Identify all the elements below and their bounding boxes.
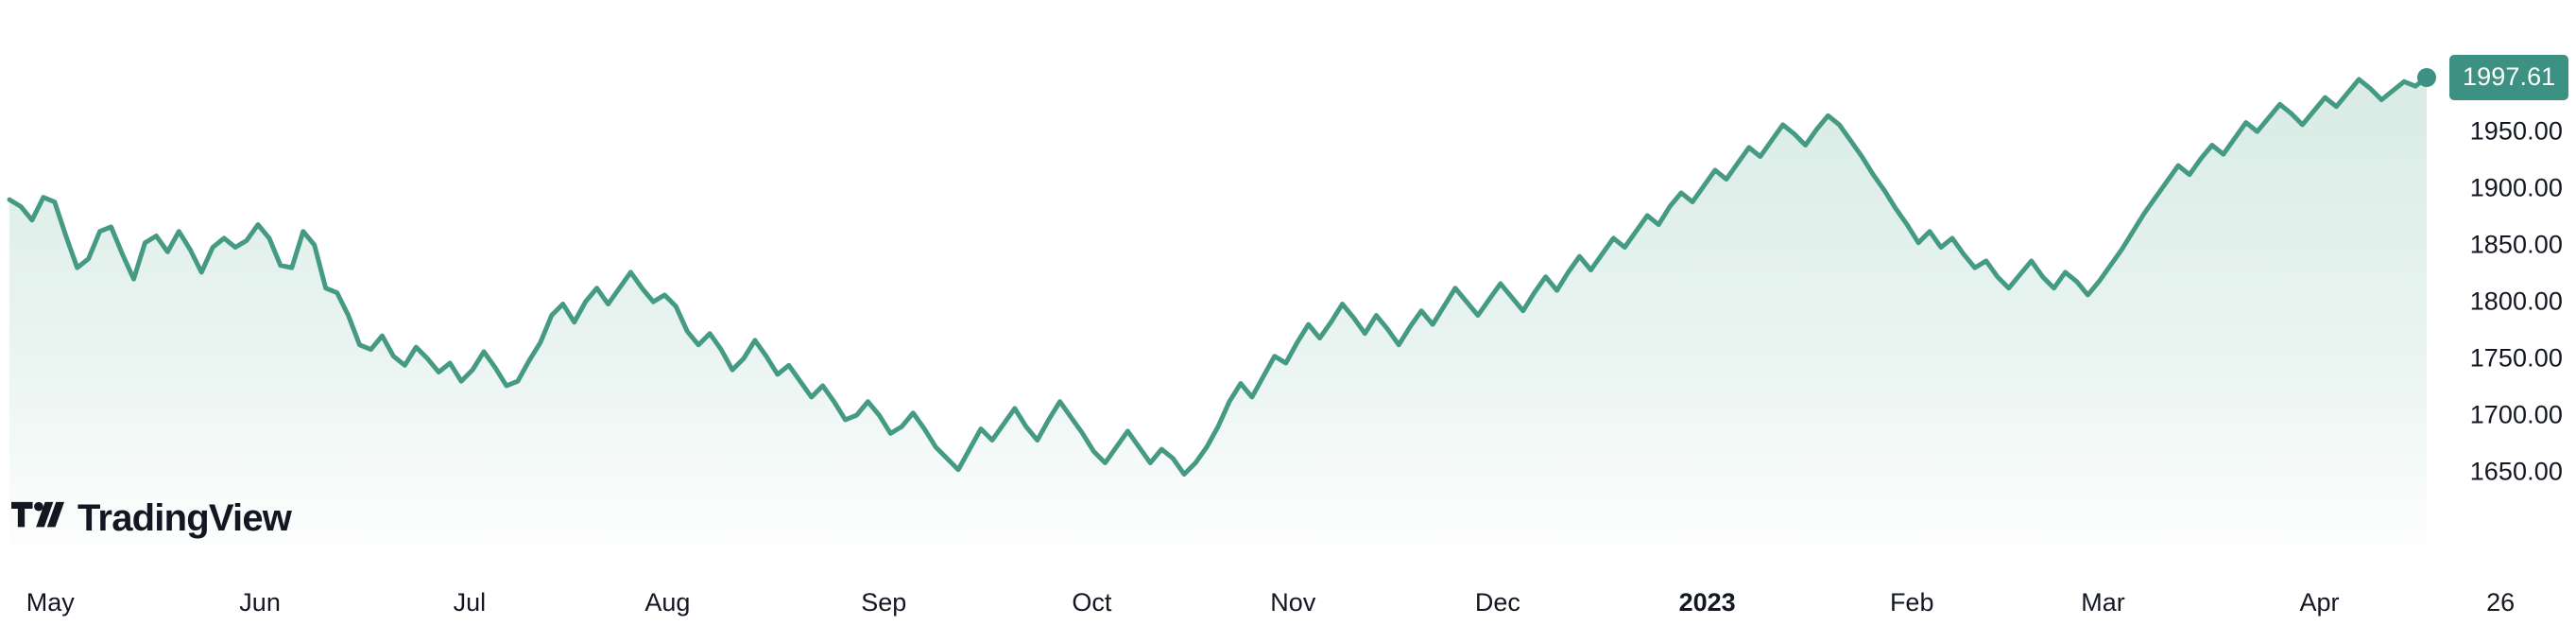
time-axis-tick: 26 [2486,588,2516,617]
time-axis-tick: Aug [644,588,691,617]
last-price-badge[interactable]: 1997.61 [2449,55,2569,100]
price-axis-tick: 1650.00 [2469,457,2563,486]
price-axis-tick: 1900.00 [2469,173,2563,202]
area-fill-shape [9,78,2427,567]
price-axis-tick: 1850.00 [2469,230,2563,259]
time-axis-tick: Apr [2299,588,2340,617]
time-axis-tick: May [26,588,75,617]
price-axis-tick: 1700.00 [2469,400,2563,429]
time-axis-tick: Dec [1474,588,1520,617]
price-area-series [7,68,2436,567]
price-axis-tick: 1800.00 [2469,287,2563,316]
price-chart-plot[interactable] [0,0,2438,567]
tradingview-logo-text: TradingView [77,497,292,539]
tradingview-logo[interactable]: TradingView [11,497,292,539]
price-axis-tick: 1950.00 [2469,116,2563,146]
last-price-dot [2417,68,2436,87]
tradingview-logomark-icon [11,501,64,528]
time-axis-tick: Oct [1072,588,1112,617]
price-axis[interactable]: 1997.61 1950.00 1900.00 1850.00 1800.00 1750… [2438,0,2576,567]
time-axis-tick: 2023 [1678,588,1736,617]
price-axis-tick: 1750.00 [2469,343,2563,373]
time-axis-tick: Mar [2081,588,2125,617]
time-axis-tick: Jun [239,588,281,617]
price-line [7,75,2430,478]
time-axis-tick: Nov [1270,588,1316,617]
time-axis-tick: Jul [453,588,487,617]
time-axis-tick: Sep [861,588,907,617]
time-axis-tick: Feb [1889,588,1934,617]
time-axis[interactable]: May Jun Jul Aug Sep Oct Nov Dec 2023 Feb Mar Apr 26 [0,567,2576,643]
